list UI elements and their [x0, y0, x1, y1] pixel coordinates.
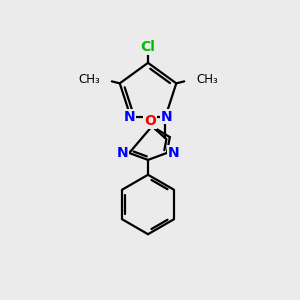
Text: CH₃: CH₃ — [78, 73, 100, 86]
Text: N: N — [116, 146, 128, 160]
Text: N: N — [161, 110, 172, 124]
Text: N: N — [124, 110, 135, 124]
Text: CH₃: CH₃ — [196, 73, 218, 86]
Text: O: O — [144, 114, 156, 128]
Text: N: N — [168, 146, 180, 160]
Text: Cl: Cl — [141, 40, 155, 54]
